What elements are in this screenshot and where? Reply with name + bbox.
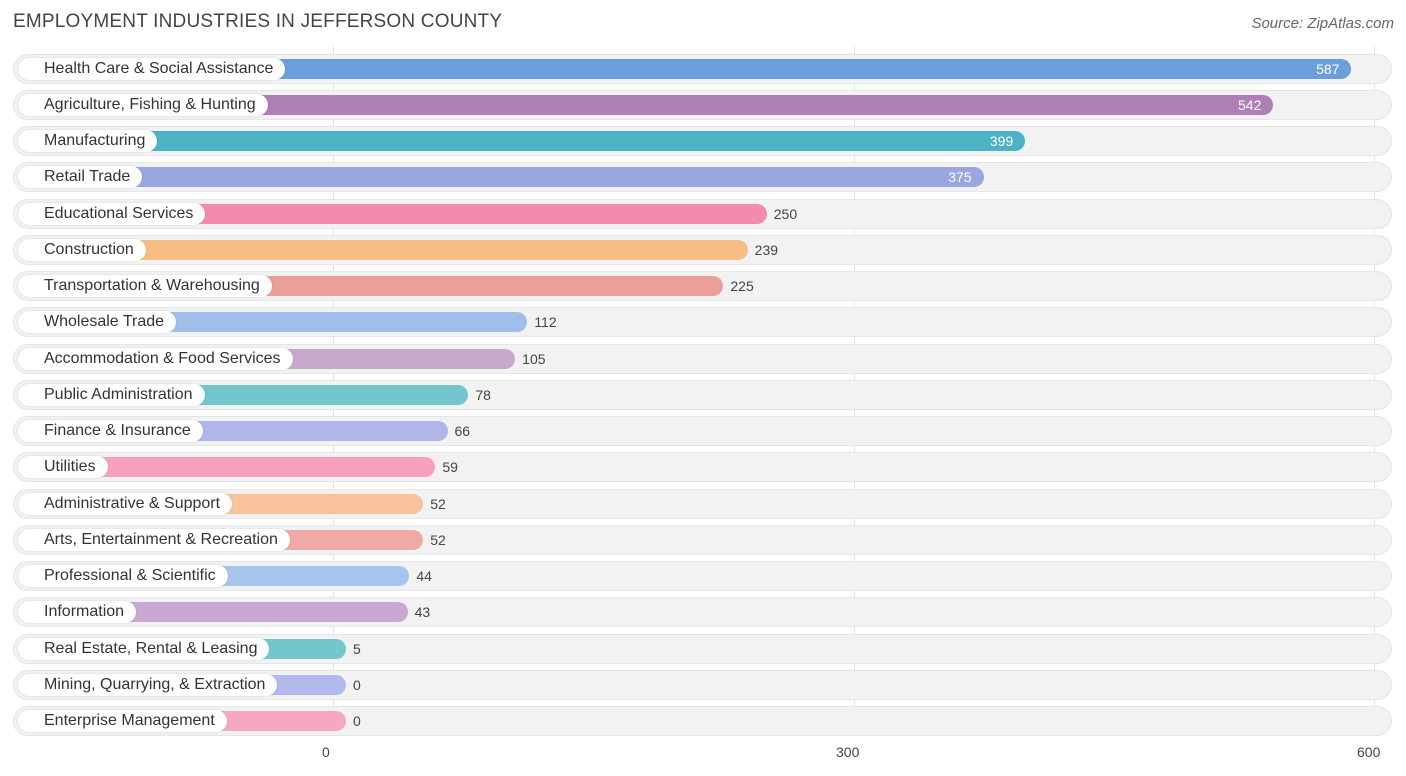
bar[interactable] [18,203,767,224]
value-label: 542 [1238,96,1262,113]
category-label: Information [18,601,137,624]
value-label: 375 [948,169,972,186]
category-label: Finance & Insurance [18,420,203,442]
category-label: Public Administration [18,383,205,406]
value-label: 399 [989,133,1014,149]
value-label: 250 [773,205,798,222]
value-label: 43 [414,604,431,621]
value-label: 44 [416,568,432,584]
chart-title: EMPLOYMENT INDUSTRIES IN JEFFERSON COUNT… [13,11,503,32]
category-label: Transportation & Warehousing [18,275,272,297]
category-label: Construction [18,238,146,261]
value-label: 78 [475,386,491,403]
value-label: 112 [534,314,557,331]
value-label: 105 [522,350,546,367]
bar[interactable] [18,58,1352,79]
value-label: 225 [730,278,754,294]
bar[interactable] [18,94,1274,115]
chart-source: Source: ZipAtlas.com [1251,15,1394,32]
bar[interactable] [18,167,984,188]
value-label: 52 [430,531,446,548]
value-label: 587 [1316,60,1340,77]
category-label: Professional & Scientific [18,565,228,587]
value-label: 239 [754,241,779,258]
value-label: 59 [442,459,458,476]
value-label: 66 [454,423,471,439]
category-label: Manufacturing [18,130,158,152]
category-label: Arts, Entertainment & Recreation [18,528,290,551]
category-label: Wholesale Trade [18,311,177,334]
category-label: Accommodation & Food Services [18,347,293,370]
category-label: Agriculture, Fishing & Hunting [18,93,268,116]
bar[interactable] [18,131,1026,151]
x-tick-label: 600 [1357,744,1381,760]
value-label: 0 [353,676,361,693]
category-label: Real Estate, Rental & Leasing [18,637,270,660]
bar[interactable] [18,239,748,260]
category-label: Retail Trade [18,166,143,189]
category-label: Mining, Quarrying, & Extraction [18,673,278,696]
category-label: Enterprise Management [18,710,227,732]
category-label: Educational Services [18,202,206,225]
category-label: Health Care & Social Assistance [18,57,286,80]
x-tick-label: 0 [322,744,330,760]
category-label: Administrative & Support [18,492,233,515]
category-label: Utilities [18,456,108,479]
value-label: 5 [353,640,361,657]
bar[interactable] [18,457,436,478]
value-label: 0 [353,713,361,729]
x-tick-label: 300 [836,744,860,760]
value-label: 52 [430,495,446,512]
